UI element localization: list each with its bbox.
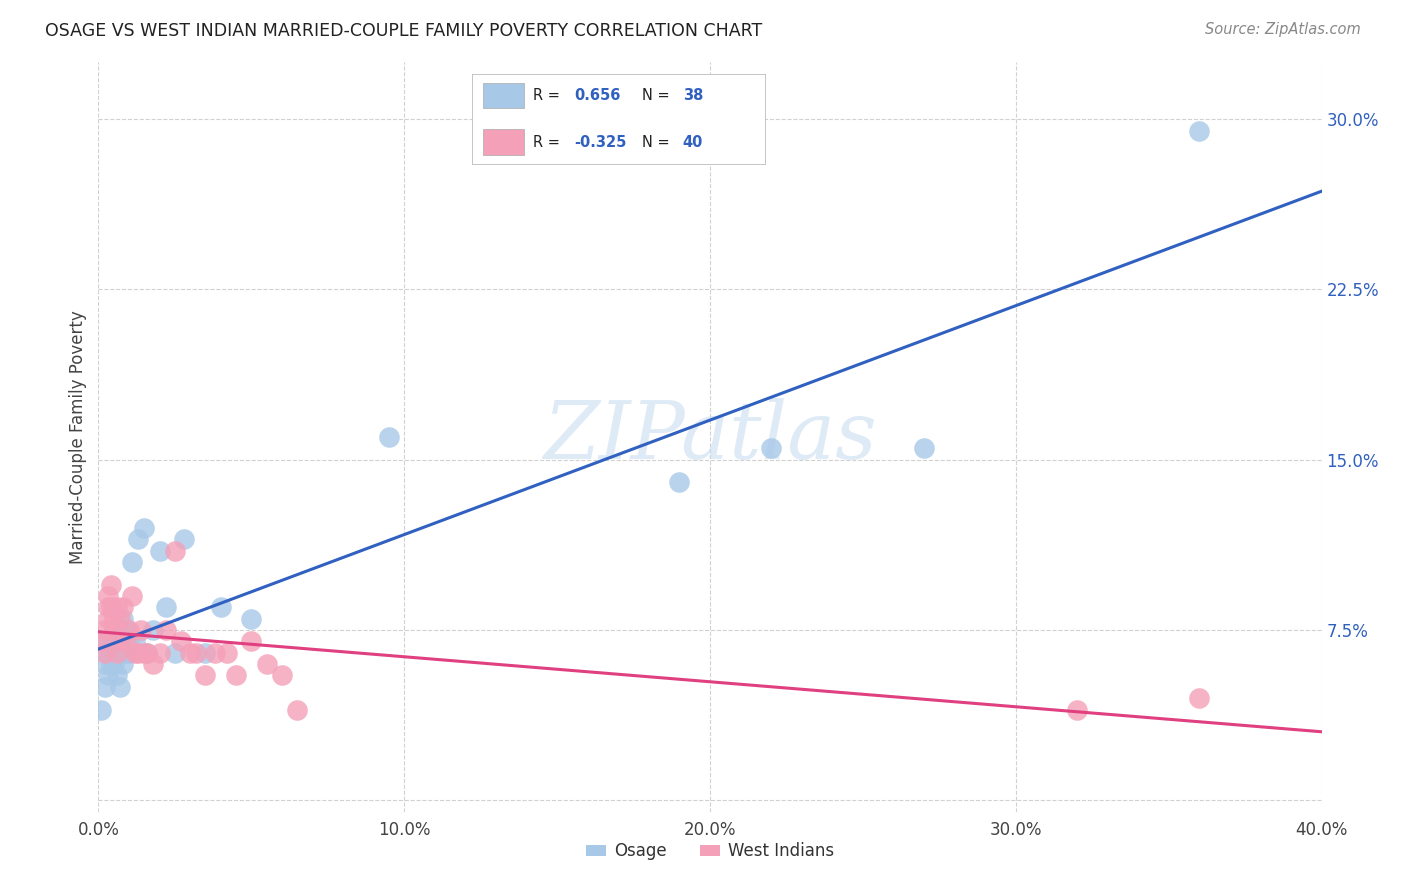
- Point: [124, 634, 146, 648]
- Point: [129, 623, 152, 637]
- Point: [209, 600, 232, 615]
- Point: [155, 600, 177, 615]
- Point: [127, 646, 149, 660]
- Point: [124, 646, 146, 660]
- Point: [100, 646, 122, 660]
- Y-axis label: Married-Couple Family Poverty: Married-Couple Family Poverty: [69, 310, 87, 564]
- Point: [759, 442, 782, 456]
- Point: [115, 623, 138, 637]
- Point: [136, 646, 159, 660]
- Point: [173, 533, 195, 547]
- Point: [108, 623, 131, 637]
- Point: [97, 612, 120, 626]
- Point: [215, 646, 238, 660]
- Point: [97, 668, 120, 682]
- Point: [115, 634, 138, 648]
- Point: [97, 600, 120, 615]
- Point: [115, 646, 138, 660]
- Point: [1066, 702, 1088, 716]
- Point: [93, 623, 115, 637]
- Point: [103, 634, 125, 648]
- Point: [127, 533, 149, 547]
- Point: [103, 623, 125, 637]
- Point: [111, 600, 134, 615]
- Point: [105, 668, 128, 682]
- Point: [134, 521, 156, 535]
- Point: [118, 634, 141, 648]
- Text: ZIPatlas: ZIPatlas: [543, 399, 877, 475]
- Point: [90, 702, 112, 716]
- Point: [121, 555, 143, 569]
- Point: [105, 600, 128, 615]
- Point: [912, 442, 935, 456]
- Point: [111, 657, 134, 672]
- Legend: Osage, West Indians: Osage, West Indians: [579, 836, 841, 867]
- Point: [194, 668, 217, 682]
- Point: [163, 646, 186, 660]
- Point: [142, 657, 165, 672]
- Text: Source: ZipAtlas.com: Source: ZipAtlas.com: [1205, 22, 1361, 37]
- Point: [100, 577, 122, 591]
- Point: [121, 589, 143, 603]
- Point: [240, 612, 263, 626]
- Point: [118, 646, 141, 660]
- Point: [285, 702, 308, 716]
- Point: [1188, 691, 1211, 706]
- Point: [225, 668, 247, 682]
- Point: [97, 634, 120, 648]
- Point: [103, 657, 125, 672]
- Point: [142, 623, 165, 637]
- Point: [93, 680, 115, 694]
- Point: [204, 646, 226, 660]
- Point: [105, 646, 128, 660]
- Point: [163, 543, 186, 558]
- Point: [97, 646, 120, 660]
- Point: [240, 634, 263, 648]
- Point: [105, 646, 128, 660]
- Point: [186, 646, 208, 660]
- Point: [100, 657, 122, 672]
- Point: [194, 646, 217, 660]
- Point: [100, 600, 122, 615]
- Point: [108, 680, 131, 694]
- Point: [118, 623, 141, 637]
- Point: [1188, 123, 1211, 137]
- Point: [93, 646, 115, 660]
- Point: [134, 646, 156, 660]
- Point: [149, 646, 172, 660]
- Point: [108, 612, 131, 626]
- Point: [378, 430, 401, 444]
- Text: OSAGE VS WEST INDIAN MARRIED-COUPLE FAMILY POVERTY CORRELATION CHART: OSAGE VS WEST INDIAN MARRIED-COUPLE FAMI…: [45, 22, 762, 40]
- Point: [93, 657, 115, 672]
- Point: [149, 543, 172, 558]
- Point: [90, 634, 112, 648]
- Point: [103, 612, 125, 626]
- Point: [170, 634, 193, 648]
- Point: [256, 657, 278, 672]
- Point: [668, 475, 690, 490]
- Point: [136, 646, 159, 660]
- Point: [97, 589, 120, 603]
- Point: [155, 623, 177, 637]
- Point: [111, 612, 134, 626]
- Point: [179, 646, 201, 660]
- Point: [108, 634, 131, 648]
- Point: [270, 668, 292, 682]
